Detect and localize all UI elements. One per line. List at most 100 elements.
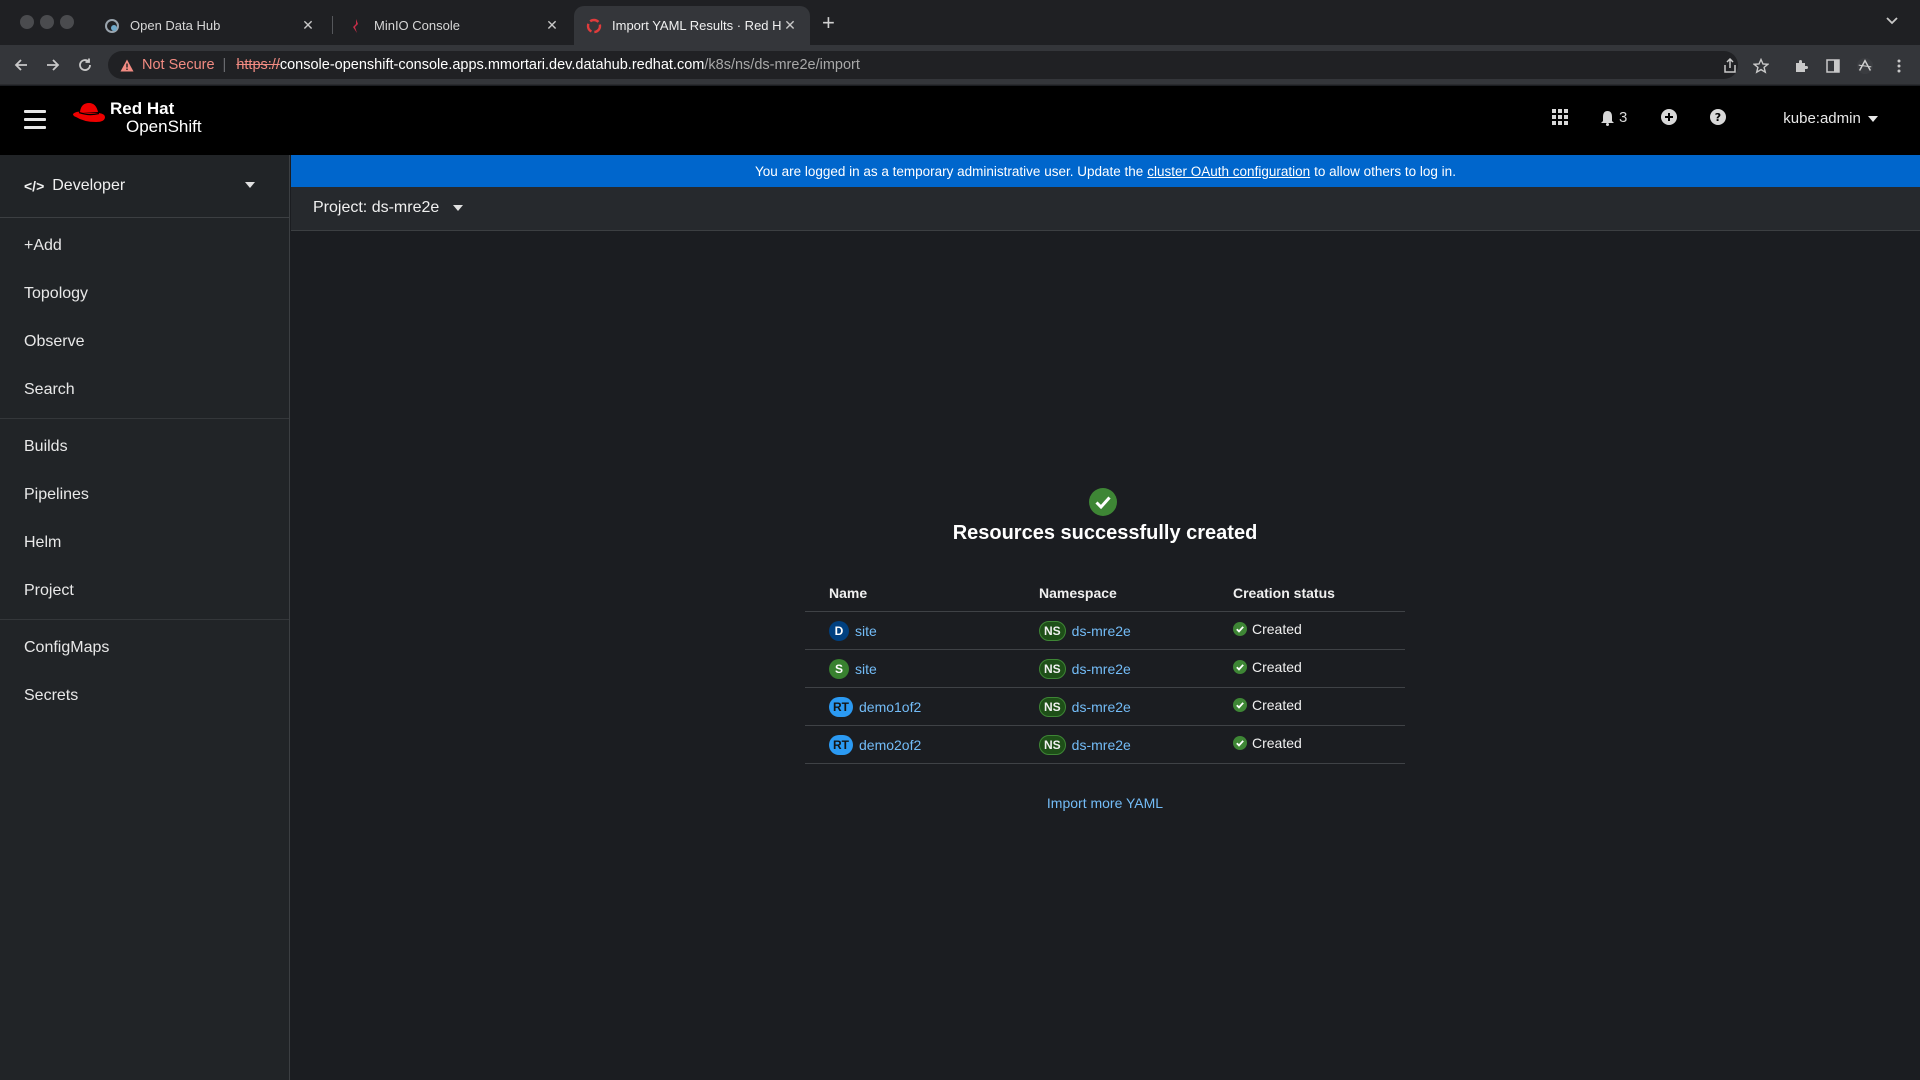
sidebar-divider xyxy=(0,619,289,620)
back-arrow-icon[interactable] xyxy=(10,54,32,76)
bell-icon xyxy=(1600,110,1615,126)
address-divider: | xyxy=(222,57,227,73)
page-title: Resources successfully created xyxy=(952,522,1258,544)
namespace-link[interactable]: ds-mre2e xyxy=(1071,737,1131,753)
banner-text: You are logged in as a temporary adminis… xyxy=(755,163,1144,179)
sidebar-item-helm[interactable]: Helm xyxy=(24,534,62,551)
chevron-down-icon xyxy=(1868,116,1878,123)
red-hat-openshift-logo[interactable]: Red Hat OpenShift xyxy=(72,100,202,136)
sidebar-item-observe[interactable]: Observe xyxy=(24,333,85,350)
forward-arrow-icon[interactable] xyxy=(42,54,64,76)
bookmark-star-icon[interactable] xyxy=(1752,57,1770,75)
resources-table: Name Namespace Creation status D site NS… xyxy=(805,578,1405,764)
resource-link[interactable]: site xyxy=(855,623,877,639)
side-panel-icon[interactable] xyxy=(1824,57,1842,75)
notification-count: 3 xyxy=(1619,109,1628,126)
table-row: D site NS ds-mre2e Created xyxy=(805,612,1405,650)
tab-search-chevron-icon[interactable] xyxy=(1886,14,1898,28)
sidebar-item-builds[interactable]: Builds xyxy=(24,438,68,455)
creation-status: Created xyxy=(1252,621,1302,637)
window-minimize-button[interactable] xyxy=(40,15,54,29)
namespace-badge: NS xyxy=(1039,621,1066,641)
close-icon[interactable]: ✕ xyxy=(784,17,796,33)
tab-separator xyxy=(332,16,333,34)
temporary-admin-banner: You are logged in as a temporary adminis… xyxy=(291,155,1920,187)
column-header-name: Name xyxy=(829,585,868,601)
cluster-oauth-link[interactable]: cluster OAuth configuration xyxy=(1147,163,1311,179)
tab-title: Open Data Hub xyxy=(130,18,221,33)
perspective-label: Developer xyxy=(52,177,126,194)
sidebar-item-project[interactable]: Project xyxy=(24,582,74,599)
browser-toolbar: Not Secure | https:// console-openshift-… xyxy=(0,45,1920,85)
hamburger-menu-icon[interactable] xyxy=(24,110,46,130)
extensions-icon[interactable] xyxy=(1792,57,1810,75)
project-label: Project: ds-mre2e xyxy=(313,199,440,216)
profile-avatar-icon[interactable] xyxy=(1856,57,1874,75)
check-circle-icon xyxy=(1233,622,1247,636)
quick-create-plus-icon[interactable] xyxy=(1661,109,1677,125)
check-circle-icon xyxy=(1233,736,1247,750)
browser-tab-import-yaml-results[interactable]: Import YAML Results · Red Ha ✕ xyxy=(574,6,810,45)
resource-link[interactable]: demo2of2 xyxy=(859,737,922,753)
sidebar-item-pipelines[interactable]: Pipelines xyxy=(24,486,89,503)
brand-line-2: OpenShift xyxy=(126,117,202,136)
project-bar: Project: ds-mre2e xyxy=(291,187,1920,231)
namespace-link[interactable]: ds-mre2e xyxy=(1071,699,1131,715)
import-more-yaml-link[interactable]: Import more YAML xyxy=(1046,795,1164,811)
share-icon[interactable] xyxy=(1721,57,1739,75)
namespace-badge: NS xyxy=(1039,659,1066,679)
table-row: RT demo1of2 NS ds-mre2e Created xyxy=(805,688,1405,726)
url-host: console-openshift-console.apps.mmortari.… xyxy=(279,57,705,73)
reload-icon[interactable] xyxy=(74,54,96,76)
close-icon[interactable]: ✕ xyxy=(302,17,314,33)
sidebar-item-secrets[interactable]: Secrets xyxy=(24,687,79,704)
perspective-switcher[interactable]: </> Developer xyxy=(0,155,289,218)
browser-tab-bar: Open Data Hub ✕ MinIO Console ✕ Import Y… xyxy=(0,0,1920,45)
user-name: kube:admin xyxy=(1783,110,1861,127)
kind-badge: S xyxy=(829,659,849,679)
namespace-badge: NS xyxy=(1039,697,1066,717)
window-zoom-button[interactable] xyxy=(60,15,74,29)
resource-link[interactable]: demo1of2 xyxy=(859,699,922,715)
project-selector[interactable]: Project: ds-mre2e xyxy=(313,199,464,217)
masthead: Red Hat OpenShift 3 ? kube:admin xyxy=(0,86,1920,155)
red-hat-fedora-icon xyxy=(73,103,105,122)
sidebar-item-search[interactable]: Search xyxy=(24,381,75,398)
sidebar-item-configmaps[interactable]: ConfigMaps xyxy=(24,639,110,656)
window-close-button[interactable] xyxy=(20,15,34,29)
brand-line-1: Red Hat xyxy=(110,99,175,118)
brand-text: Red Hat OpenShift xyxy=(110,100,202,136)
new-tab-button[interactable]: + xyxy=(822,10,835,35)
kind-badge: D xyxy=(829,621,849,641)
user-menu[interactable]: kube:admin xyxy=(1783,110,1878,127)
resource-link[interactable]: site xyxy=(855,661,877,677)
namespace-link[interactable]: ds-mre2e xyxy=(1071,623,1131,639)
close-icon[interactable]: ✕ xyxy=(546,17,558,33)
app-launcher-grid-icon[interactable] xyxy=(1552,109,1568,125)
browser-tab-open-data-hub[interactable]: Open Data Hub ✕ xyxy=(92,6,328,45)
browser-tab-minio-console[interactable]: MinIO Console ✕ xyxy=(336,6,572,45)
creation-status: Created xyxy=(1252,735,1302,751)
kind-badge: RT xyxy=(829,735,853,755)
tab-title: Import YAML Results · Red Ha xyxy=(612,18,782,33)
sidebar: </> Developer +Add Topology Observe Sear… xyxy=(0,155,290,1080)
table-row: S site NS ds-mre2e Created xyxy=(805,650,1405,688)
column-header-creation-status: Creation status xyxy=(1233,585,1335,601)
address-bar[interactable]: Not Secure | https:// console-openshift-… xyxy=(108,51,1738,79)
security-status[interactable]: Not Secure xyxy=(142,57,215,73)
check-circle-icon xyxy=(1233,660,1247,674)
namespace-badge: NS xyxy=(1039,735,1066,755)
help-question-icon[interactable]: ? xyxy=(1710,109,1726,125)
browser-menu-icon[interactable] xyxy=(1890,57,1908,75)
tab-title: MinIO Console xyxy=(374,18,460,33)
open-data-hub-icon xyxy=(104,18,120,34)
column-header-namespace: Namespace xyxy=(1039,585,1117,601)
namespace-link[interactable]: ds-mre2e xyxy=(1071,661,1131,677)
kind-badge: RT xyxy=(829,697,853,717)
minio-icon xyxy=(348,18,364,34)
sidebar-item-add[interactable]: +Add xyxy=(24,237,62,254)
table-row: RT demo2of2 NS ds-mre2e Created xyxy=(805,726,1405,764)
notifications-button[interactable]: 3 xyxy=(1600,109,1627,126)
sidebar-item-topology[interactable]: Topology xyxy=(24,285,89,302)
table-header: Name Namespace Creation status xyxy=(805,578,1405,612)
